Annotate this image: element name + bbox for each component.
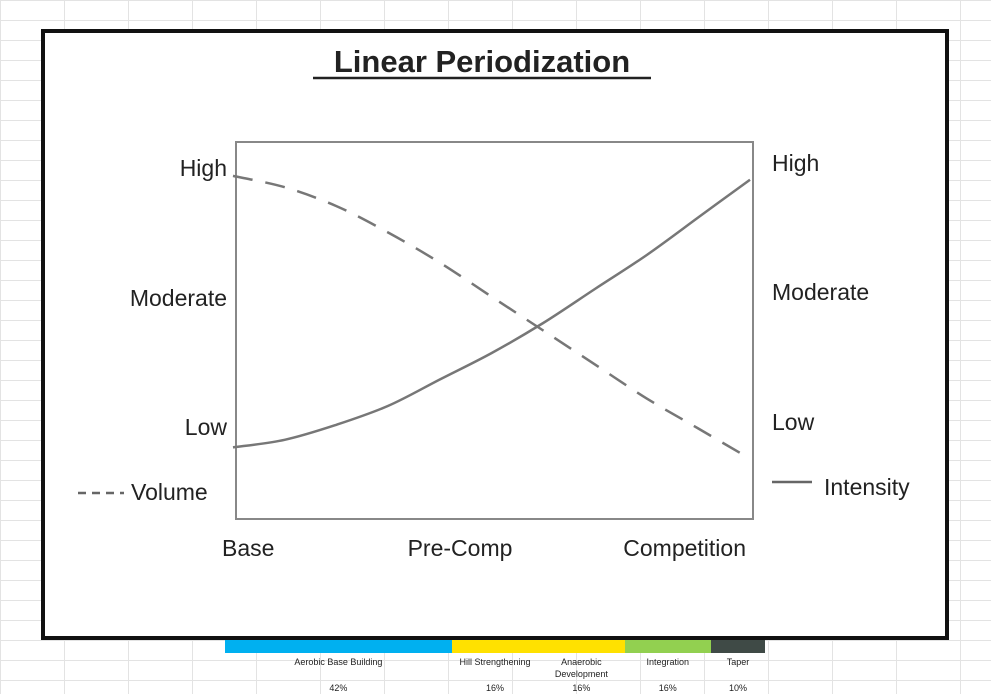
x-tick-label: Competition <box>623 535 746 561</box>
x-tick-label: Pre-Comp <box>408 535 513 561</box>
phase-bar <box>624 640 711 653</box>
phase-label: Taper <box>726 657 750 667</box>
phase-bar <box>451 640 539 653</box>
phase-percent: 42% <box>329 683 348 693</box>
series-lines <box>232 174 751 460</box>
phase-percent: 16% <box>485 683 504 693</box>
left-axis-labels: High Moderate Low <box>130 155 228 440</box>
x-axis-labels: Base Pre-Comp Competition <box>222 535 746 561</box>
legend-volume-label: Volume <box>131 479 208 505</box>
phase-label: Anaerobic Development <box>554 657 608 679</box>
right-axis-label: High <box>772 150 819 176</box>
phase-label: Integration <box>646 657 690 667</box>
phase-bar <box>225 640 452 653</box>
plot-area <box>235 141 754 520</box>
right-axis-labels: High Moderate Low <box>772 150 869 435</box>
series-line-volume <box>232 174 751 460</box>
x-tick-label: Base <box>222 535 274 561</box>
chart-title: Linear Periodization <box>334 44 630 79</box>
series-line-intensity <box>232 178 751 449</box>
phase-bar <box>711 640 765 653</box>
phase-label: Hill Strengthening <box>459 657 531 667</box>
phase-percent: 10% <box>728 683 747 693</box>
left-axis-label: Moderate <box>130 285 227 311</box>
legend-intensity-label: Intensity <box>824 474 910 500</box>
left-axis-label: Low <box>185 414 228 440</box>
left-axis-label: High <box>180 155 227 181</box>
phase-bar <box>538 640 625 653</box>
right-axis-label: Low <box>772 409 815 435</box>
phase-percent: 16% <box>572 683 591 693</box>
right-axis-label: Moderate <box>772 279 869 305</box>
phase-percent: 16% <box>658 683 677 693</box>
chart-frame <box>41 29 949 640</box>
phase-label: Aerobic Base Building <box>294 657 383 667</box>
